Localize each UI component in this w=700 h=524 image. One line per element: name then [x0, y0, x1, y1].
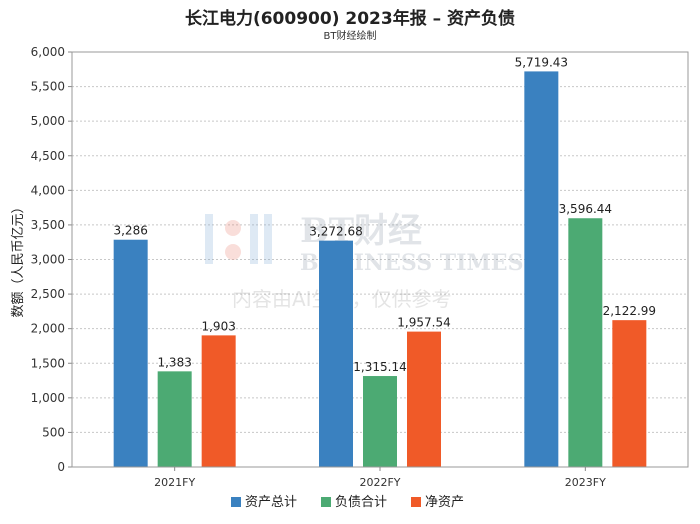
y-tick-label: 4,500 — [31, 149, 65, 163]
y-tick-label: 500 — [42, 425, 65, 439]
y-tick-label: 6,000 — [31, 45, 65, 59]
chart-subtitle: BT财经绘制 — [323, 31, 377, 42]
legend: 资产总计 负债合计 净资产 — [231, 495, 464, 510]
watermark-logo-bar — [205, 214, 213, 264]
bar — [157, 371, 192, 467]
data-label: 1,903 — [201, 319, 235, 333]
y-tick-label: 1,500 — [31, 356, 65, 370]
bar — [524, 71, 559, 467]
x-tick-label: 2022FY — [359, 476, 400, 489]
data-label: 3,596.44 — [559, 202, 612, 216]
bar — [407, 331, 441, 467]
x-tick-label: 2023FY — [565, 476, 606, 489]
legend-swatch — [411, 497, 421, 507]
y-tick-label: 2,500 — [31, 287, 65, 301]
data-labels: 3,286 1,383 1,903 3,272.68 1,315.14 1,957.54 5… — [113, 55, 656, 374]
y-tick-label: 4,000 — [31, 183, 65, 197]
y-tick-label: 1,000 — [31, 391, 65, 405]
y-tick-label: 5,500 — [31, 80, 65, 94]
bar — [363, 376, 397, 467]
y-tick-label: 3,000 — [31, 253, 65, 267]
legend-label: 负债合计 — [335, 495, 387, 510]
data-label: 1,383 — [157, 355, 191, 369]
bar — [319, 240, 353, 467]
y-tick-label: 5,000 — [31, 114, 65, 128]
watermark-logo-bar — [250, 214, 258, 264]
data-label: 1,315.14 — [353, 360, 406, 374]
data-label: 5,719.43 — [515, 55, 568, 69]
data-label: 3,272.68 — [309, 225, 362, 239]
bar — [612, 320, 647, 467]
bar — [113, 239, 148, 467]
y-axis-label: 数额（人民币亿元） — [11, 200, 26, 317]
axes: 0 500 1,000 1,500 2,000 2,500 3,000 3,500 4,000 4… — [31, 45, 689, 489]
data-label: 2,122.99 — [603, 304, 656, 318]
chart-title: 长江电力(600900) 2023年报 – 资产负债 — [184, 9, 516, 29]
bar — [201, 335, 236, 467]
bar-group — [113, 71, 647, 467]
y-tick-label: 2,000 — [31, 322, 65, 336]
legend-swatch — [231, 497, 241, 507]
y-tick-label: 3,500 — [31, 218, 65, 232]
legend-label: 资产总计 — [245, 495, 297, 510]
watermark-logo-dot — [225, 244, 241, 260]
watermark: BT财经 BUSINESS TIMES 内容由AI生成，仅供参考 — [205, 211, 523, 311]
legend-swatch — [321, 497, 331, 507]
watermark-logo-bar — [264, 214, 272, 264]
watermark-logo-dot — [225, 220, 241, 236]
y-tick-label: 0 — [57, 460, 65, 474]
bar — [568, 218, 603, 467]
data-label: 3,286 — [113, 224, 147, 238]
legend-label: 净资产 — [425, 495, 464, 510]
x-tick-label: 2021FY — [154, 476, 195, 489]
data-label: 1,957.54 — [397, 316, 450, 330]
